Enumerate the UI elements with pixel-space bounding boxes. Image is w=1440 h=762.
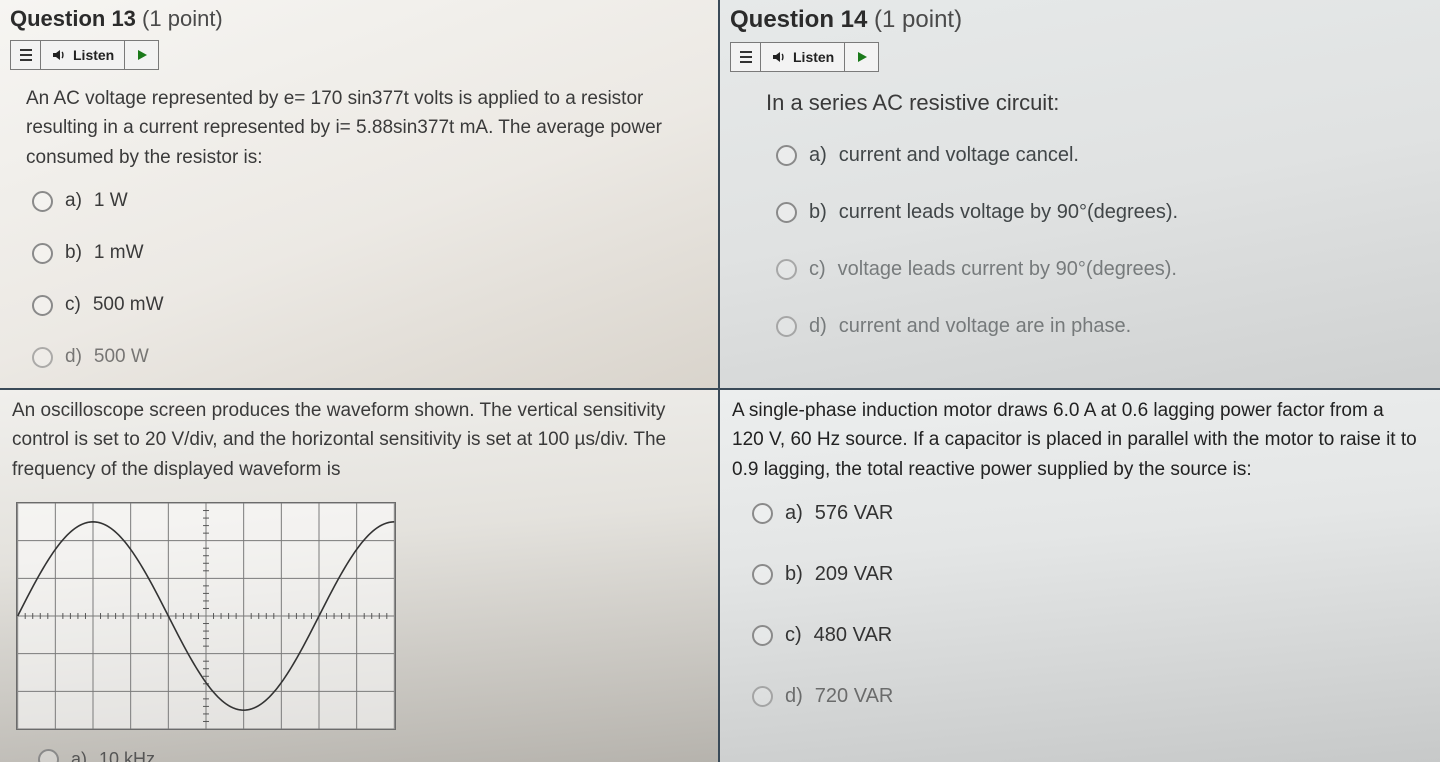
option-text: current leads voltage by 90°(degrees). xyxy=(839,201,1178,224)
option-a[interactable]: a) 576 VAR xyxy=(752,502,1430,525)
option-d[interactable]: d) 720 VAR xyxy=(752,685,1430,708)
option-text: 1 W xyxy=(94,190,128,212)
option-a[interactable]: a) 1 W xyxy=(32,190,708,212)
option-text: 500 mW xyxy=(93,294,164,316)
speaker-icon xyxy=(51,47,67,63)
radio-icon xyxy=(32,347,53,368)
option-letter: a) xyxy=(809,144,827,167)
radio-icon xyxy=(32,243,53,264)
play-icon xyxy=(856,51,868,63)
question-13-panel: Question 13 (1 point) Listen An AC volta… xyxy=(0,0,720,390)
question-prompt: An AC voltage represented by e= 170 sin3… xyxy=(26,84,698,172)
radio-icon xyxy=(32,191,53,212)
question-number: Question 14 xyxy=(730,6,867,33)
oscilloscope-figure xyxy=(16,502,708,735)
question-prompt: In a series AC resistive circuit: xyxy=(766,86,1420,120)
speaker-icon xyxy=(771,49,787,65)
listen-button[interactable]: Listen xyxy=(760,42,845,72)
hamburger-icon xyxy=(738,49,754,65)
option-c[interactable]: c) 500 mW xyxy=(32,294,708,316)
option-d[interactable]: d) current and voltage are in phase. xyxy=(776,315,1430,338)
listen-button[interactable]: Listen xyxy=(40,40,125,70)
option-d[interactable]: d) 500 W xyxy=(32,346,708,368)
radio-icon xyxy=(38,749,59,762)
radio-icon xyxy=(776,202,797,223)
options-list: a) 1 W b) 1 mW c) 500 mW d) 500 W xyxy=(32,190,708,390)
radio-icon xyxy=(752,625,773,646)
radio-icon xyxy=(752,564,773,585)
menu-button[interactable] xyxy=(10,40,40,70)
option-c[interactable]: c) voltage leads current by 90°(degrees)… xyxy=(776,258,1430,281)
question-title: Question 13 (1 point) xyxy=(10,6,708,32)
option-text: 480 VAR xyxy=(814,624,893,647)
menu-button[interactable] xyxy=(730,42,760,72)
oscilloscope-waveform xyxy=(16,502,396,730)
option-text: current and voltage cancel. xyxy=(839,144,1079,167)
options-list: a) current and voltage cancel. b) curren… xyxy=(776,144,1430,372)
options-list: a) 576 VAR b) 209 VAR c) 480 VAR d) 720 … xyxy=(752,502,1430,746)
listen-label: Listen xyxy=(793,49,834,65)
option-letter: d) xyxy=(809,315,827,338)
play-button[interactable] xyxy=(845,42,879,72)
question-scope-panel: An oscilloscope screen produces the wave… xyxy=(0,390,720,762)
option-c[interactable]: c) 480 VAR xyxy=(752,624,1430,647)
hamburger-icon xyxy=(18,47,34,63)
question-points: (1 point) xyxy=(142,6,223,31)
option-text: 500 W xyxy=(94,346,149,368)
option-letter: a) xyxy=(71,749,87,762)
question-points: (1 point) xyxy=(874,6,962,33)
option-letter: c) xyxy=(809,258,826,281)
option-letter: a) xyxy=(785,502,803,525)
option-letter: d) xyxy=(65,346,82,368)
option-text: 720 VAR xyxy=(815,685,894,708)
option-letter: b) xyxy=(785,563,803,586)
question-14-panel: Question 14 (1 point) Listen In a series… xyxy=(720,0,1440,390)
option-letter: b) xyxy=(809,201,827,224)
listen-toolbar: Listen xyxy=(10,40,708,70)
radio-icon xyxy=(776,145,797,166)
option-b[interactable]: b) 1 mW xyxy=(32,242,708,264)
option-text: 10 kHz xyxy=(99,749,155,762)
option-a[interactable]: a) 10 kHz xyxy=(38,749,708,762)
option-letter: d) xyxy=(785,685,803,708)
option-text: 1 mW xyxy=(94,242,144,264)
option-letter: b) xyxy=(65,242,82,264)
option-text: voltage leads current by 90°(degrees). xyxy=(838,258,1177,281)
play-button[interactable] xyxy=(125,40,159,70)
option-letter: c) xyxy=(65,294,81,316)
option-a[interactable]: a) current and voltage cancel. xyxy=(776,144,1430,167)
radio-icon xyxy=(32,295,53,316)
radio-icon xyxy=(776,259,797,280)
play-icon xyxy=(136,49,148,61)
radio-icon xyxy=(752,503,773,524)
option-b[interactable]: b) current leads voltage by 90°(degrees)… xyxy=(776,201,1430,224)
option-text: 576 VAR xyxy=(815,502,894,525)
radio-icon xyxy=(776,316,797,337)
question-prompt: A single-phase induction motor draws 6.0… xyxy=(732,396,1420,484)
option-text: current and voltage are in phase. xyxy=(839,315,1131,338)
option-letter: a) xyxy=(65,190,82,212)
option-b[interactable]: b) 209 VAR xyxy=(752,563,1430,586)
listen-label: Listen xyxy=(73,47,114,63)
question-number: Question 13 xyxy=(10,6,136,31)
radio-icon xyxy=(752,686,773,707)
listen-toolbar: Listen xyxy=(730,42,1430,72)
question-prompt: An oscilloscope screen produces the wave… xyxy=(12,396,698,484)
options-list: a) 10 kHz b) 1.25 kHz c) 1 kHz xyxy=(38,749,708,762)
question-title: Question 14 (1 point) xyxy=(730,6,1430,34)
option-text: 209 VAR xyxy=(815,563,894,586)
question-power-panel: A single-phase induction motor draws 6.0… xyxy=(720,390,1440,762)
option-letter: c) xyxy=(785,624,802,647)
